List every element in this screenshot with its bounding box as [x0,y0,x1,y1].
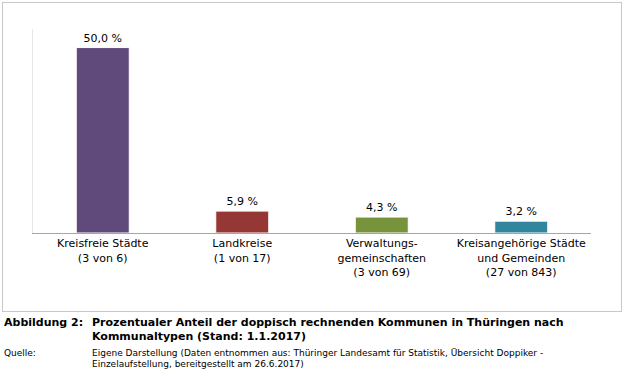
html-text:Eigene Darstellung (Daten entn: Eigene Darstellung (Daten entnommen aus:… [92,348,544,369]
svg-text:50,0 %: 50,0 % [84,32,122,45]
svg-text:4,3 %: 4,3 % [366,201,397,214]
svg-text:Kreisfreie Städte(3 von 6): Kreisfreie Städte(3 von 6) [57,237,149,264]
html-text:Abbildung 2:: Abbildung 2: [4,316,84,329]
svg-text:Kreisangehörige Städteund Geme: Kreisangehörige Städteund Gemeinden(27 v… [457,237,586,279]
html-text:Prozentualer Anteil der doppis: Prozentualer Anteil der doppisch rechnen… [92,316,564,343]
svg-text:Landkreise(1 von 17): Landkreise(1 von 17) [212,237,272,264]
svg-text:3,2 %: 3,2 % [506,205,537,218]
svg-text:Verwaltungs-gemeinschaften(3 v: Verwaltungs-gemeinschaften(3 von 69) [338,237,427,279]
html-text:Quelle:: Quelle: [4,348,36,358]
svg-text:5,9 %: 5,9 % [227,195,258,208]
